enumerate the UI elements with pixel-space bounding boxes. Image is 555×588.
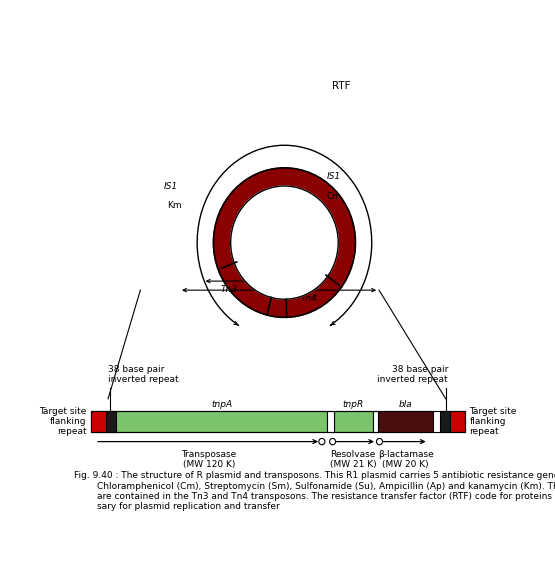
Bar bbox=[91, 411, 106, 432]
Circle shape bbox=[319, 439, 325, 445]
Text: Transposase
(MW 120 K): Transposase (MW 120 K) bbox=[181, 450, 237, 469]
Text: 38 base pair
inverted repeat: 38 base pair inverted repeat bbox=[377, 365, 448, 384]
Text: RTF: RTF bbox=[332, 81, 350, 91]
Text: Target site
flanking
repeat: Target site flanking repeat bbox=[470, 406, 517, 436]
Text: Target site
flanking
repeat: Target site flanking repeat bbox=[39, 406, 87, 436]
Bar bbox=[91, 411, 465, 432]
Text: IS1: IS1 bbox=[327, 172, 341, 182]
Text: tnpA: tnpA bbox=[211, 400, 233, 409]
Text: bla: bla bbox=[398, 400, 412, 409]
Text: Ap: Ap bbox=[235, 240, 248, 249]
Bar bbox=[327, 411, 334, 432]
Bar bbox=[450, 411, 465, 432]
Text: Km: Km bbox=[168, 201, 182, 210]
Bar bbox=[91, 411, 327, 432]
Circle shape bbox=[214, 168, 355, 318]
Text: β-lactamase
(MW 20 K): β-lactamase (MW 20 K) bbox=[377, 450, 433, 469]
Bar bbox=[440, 411, 450, 432]
Text: IS1: IS1 bbox=[163, 182, 178, 191]
Circle shape bbox=[330, 439, 336, 445]
Text: 38 base pair
inverted repeat: 38 base pair inverted repeat bbox=[108, 365, 179, 384]
Circle shape bbox=[376, 439, 382, 445]
Text: Cm: Cm bbox=[326, 192, 341, 201]
Circle shape bbox=[231, 186, 338, 299]
Text: Tn4: Tn4 bbox=[301, 294, 317, 303]
Text: Fig. 9.40 : The structure of R plasmid and transposons. This R1 plasmid carries : Fig. 9.40 : The structure of R plasmid a… bbox=[74, 471, 555, 512]
Text: tnpR: tnpR bbox=[342, 400, 364, 409]
Text: Sm, Su: Sm, Su bbox=[279, 239, 311, 249]
Text: Resolvase
(MW 21 K): Resolvase (MW 21 K) bbox=[330, 450, 377, 469]
Bar bbox=[372, 411, 378, 432]
Bar bbox=[378, 411, 433, 432]
Text: Tn3: Tn3 bbox=[221, 285, 238, 294]
Bar bbox=[334, 411, 372, 432]
Bar bbox=[106, 411, 116, 432]
